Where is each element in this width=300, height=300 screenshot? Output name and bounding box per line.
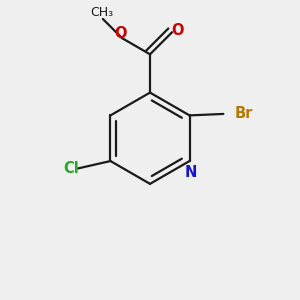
Text: O: O xyxy=(171,23,184,38)
Text: O: O xyxy=(114,26,127,41)
Text: N: N xyxy=(185,165,197,180)
Text: CH₃: CH₃ xyxy=(90,6,113,19)
Text: Br: Br xyxy=(235,106,253,122)
Text: Cl: Cl xyxy=(63,161,79,176)
